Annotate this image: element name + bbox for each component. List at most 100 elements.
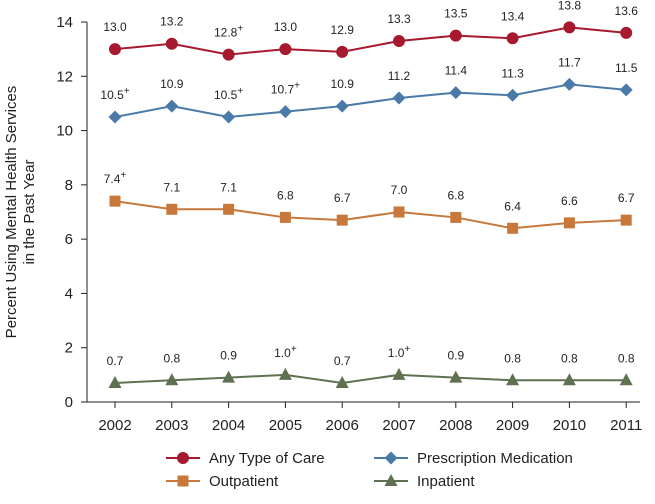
y-tick-label: 8 bbox=[65, 177, 73, 194]
data-label: 6.8 bbox=[447, 188, 464, 202]
data-label-value: 13.0 bbox=[103, 20, 127, 34]
data-label: 13.0 bbox=[103, 20, 127, 34]
data-label: 13.4 bbox=[501, 9, 525, 23]
data-label: 1.0+ bbox=[274, 344, 297, 360]
data-label-value: 6.8 bbox=[277, 188, 294, 202]
data-label-value: 6.8 bbox=[447, 188, 464, 202]
x-tick-label: 2002 bbox=[98, 417, 131, 434]
data-point-marker bbox=[108, 376, 122, 388]
data-label-value: 0.8 bbox=[163, 351, 180, 365]
data-point-marker bbox=[392, 91, 406, 105]
legend-item-any-type-of-care: Any Type of Care bbox=[166, 450, 325, 467]
data-label: 10.5+ bbox=[214, 86, 243, 102]
legend-label: Prescription Medication bbox=[417, 450, 573, 467]
data-label-value: 10.9 bbox=[160, 77, 184, 91]
data-label: 11.3 bbox=[501, 66, 524, 80]
data-label-value: 11.5 bbox=[615, 61, 638, 75]
data-label-value: 13.2 bbox=[160, 15, 184, 29]
data-label: 11.7 bbox=[558, 55, 581, 69]
data-label: 6.7 bbox=[334, 191, 351, 205]
data-point-marker bbox=[166, 203, 178, 215]
data-label: 7.0 bbox=[391, 183, 408, 197]
data-label-value: 10.7 bbox=[271, 83, 295, 97]
data-label: 11.2 bbox=[388, 69, 411, 83]
data-point-marker bbox=[449, 86, 463, 100]
data-point-marker bbox=[222, 110, 236, 124]
data-label: 0.9 bbox=[220, 349, 237, 363]
axes: 0 2 4 6 8 10 12 14 2002 2003 2004 2005 2006 2007 2008 2… bbox=[3, 14, 642, 434]
data-label: 10.9 bbox=[331, 77, 355, 91]
data-label-value: 0.7 bbox=[334, 354, 351, 368]
data-point-marker bbox=[619, 373, 633, 386]
data-label-value: 11.2 bbox=[388, 69, 411, 83]
data-point-marker bbox=[278, 105, 292, 119]
x-tick-label: 2008 bbox=[439, 417, 472, 434]
data-label: 1.0+ bbox=[388, 344, 411, 360]
series-line bbox=[114, 26, 627, 56]
data-label: 10.7+ bbox=[271, 81, 300, 97]
data-label-value: 13.5 bbox=[444, 7, 468, 21]
y-axis-title-line: in the Past Year bbox=[21, 159, 38, 264]
data-label-value: 11.7 bbox=[558, 55, 581, 69]
data-label: 13.8 bbox=[558, 0, 582, 12]
data-point-marker bbox=[506, 88, 520, 102]
significance-marker: + bbox=[404, 344, 410, 355]
data-label-value: 0.9 bbox=[447, 349, 464, 363]
legend-label: Inpatient bbox=[417, 473, 475, 490]
data-point-marker bbox=[563, 217, 575, 229]
data-label-value: 13.8 bbox=[558, 0, 582, 12]
data-label: 0.8 bbox=[163, 351, 180, 365]
data-label: 0.8 bbox=[618, 351, 635, 365]
data-point-marker bbox=[384, 451, 398, 465]
data-label: 13.0 bbox=[274, 20, 298, 34]
legend-item-outpatient: Outpatient bbox=[166, 473, 279, 490]
data-label: 13.2 bbox=[160, 15, 184, 29]
x-tick-label: 2011 bbox=[610, 417, 642, 434]
x-tick-label: 2009 bbox=[496, 417, 529, 434]
data-point-marker bbox=[223, 203, 235, 215]
data-label-value: 10.9 bbox=[331, 77, 355, 91]
data-label: 11.4 bbox=[445, 64, 468, 78]
significance-marker: + bbox=[237, 86, 243, 97]
data-label: 0.8 bbox=[504, 351, 521, 365]
data-label-value: 6.7 bbox=[334, 191, 351, 205]
y-tick-label: 2 bbox=[65, 340, 73, 357]
data-label-value: 0.7 bbox=[107, 354, 124, 368]
data-label: 13.6 bbox=[615, 4, 639, 18]
data-label: 6.7 bbox=[618, 191, 635, 205]
significance-marker: + bbox=[124, 86, 130, 97]
data-label-value: 0.8 bbox=[561, 351, 578, 365]
significance-marker: + bbox=[291, 344, 297, 355]
data-point-marker bbox=[393, 35, 405, 47]
data-label-value: 10.5 bbox=[214, 88, 238, 102]
y-tick-label: 4 bbox=[65, 285, 73, 302]
data-label-value: 6.4 bbox=[504, 199, 521, 213]
data-label: 10.5+ bbox=[100, 86, 129, 102]
legend-item-inpatient: Inpatient bbox=[374, 473, 475, 490]
data-point-marker bbox=[279, 43, 292, 56]
data-point-marker bbox=[384, 474, 398, 486]
data-point-marker bbox=[335, 99, 349, 113]
y-tick-label: 12 bbox=[56, 68, 73, 85]
data-point-marker bbox=[165, 37, 178, 50]
y-tick-label: 0 bbox=[65, 394, 73, 411]
legend-label: Any Type of Care bbox=[209, 450, 325, 467]
series-any-type-of-care bbox=[109, 21, 633, 61]
data-point-marker bbox=[279, 211, 291, 223]
data-point-marker bbox=[109, 195, 121, 207]
series-layer bbox=[108, 21, 633, 388]
data-point-marker bbox=[620, 214, 632, 226]
data-point-marker bbox=[392, 367, 406, 380]
data-label: 0.8 bbox=[561, 351, 578, 365]
data-point-marker bbox=[336, 45, 349, 58]
data-point-marker bbox=[620, 26, 633, 39]
data-point-marker bbox=[108, 110, 122, 124]
legend: Any Type of Care Prescription Medication O… bbox=[166, 450, 573, 490]
data-point-marker bbox=[562, 373, 576, 386]
data-label: 12.9 bbox=[331, 23, 355, 37]
x-tick-label: 2007 bbox=[382, 417, 415, 434]
data-label: 10.9 bbox=[160, 77, 184, 91]
data-label-value: 11.4 bbox=[445, 64, 468, 78]
x-tick-label: 2006 bbox=[326, 417, 359, 434]
data-label: 7.1 bbox=[220, 180, 237, 194]
